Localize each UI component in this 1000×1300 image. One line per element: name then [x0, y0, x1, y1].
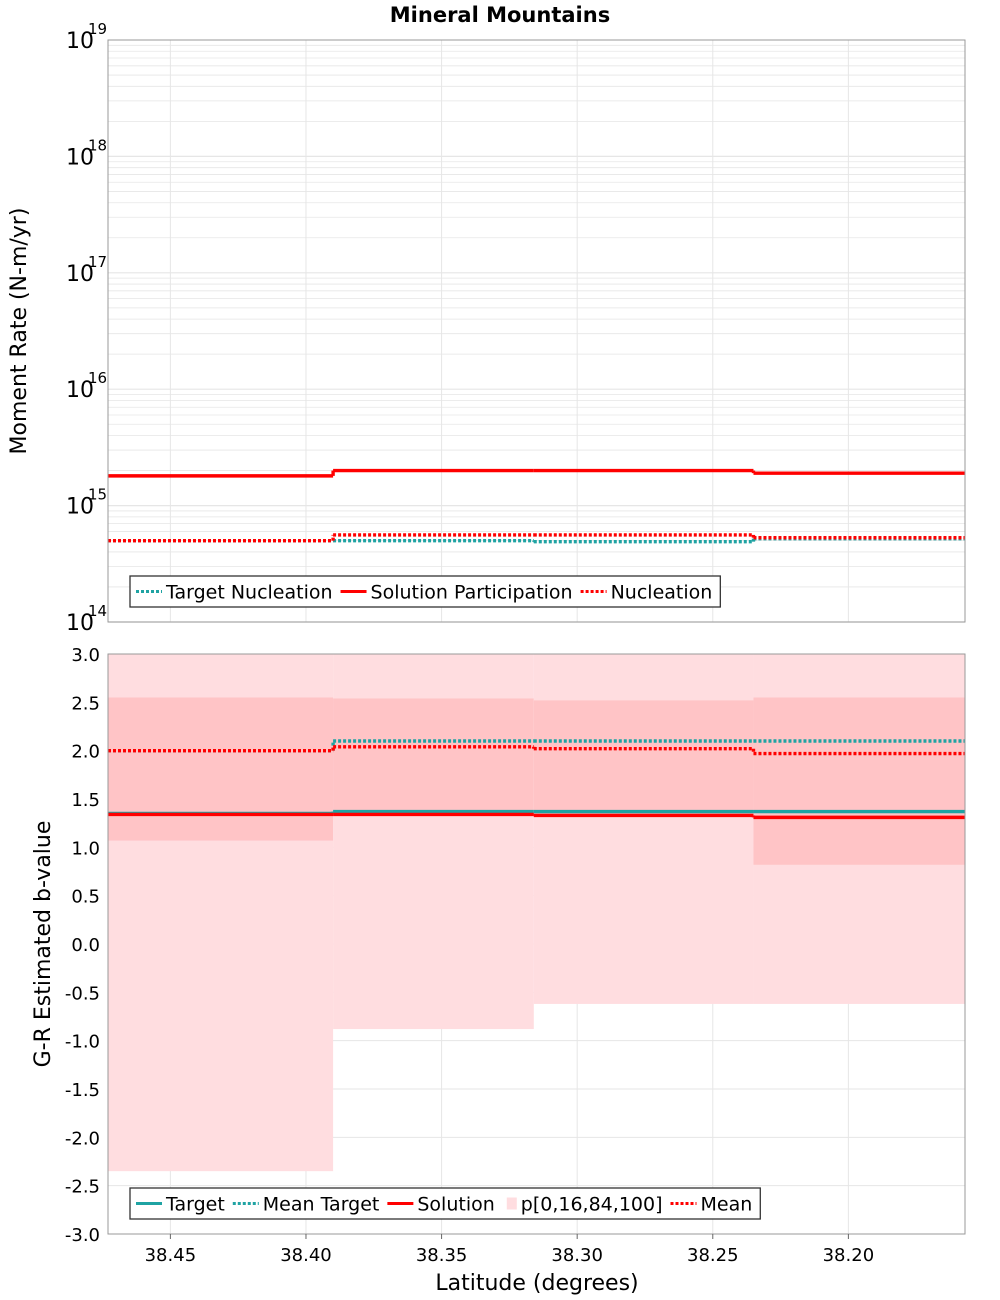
y-tick-label-base: 10: [66, 378, 94, 403]
y-tick-label: 2.0: [71, 742, 100, 763]
legend-item-label: p[0,16,84,100]: [521, 1194, 663, 1216]
y-tick-label: -0.5: [65, 983, 100, 1004]
x-tick-label: 38.30: [551, 1245, 603, 1266]
y-axis-label: G-R Estimated b-value: [31, 821, 56, 1068]
x-tick-label: 38.20: [823, 1245, 875, 1266]
y-tick-label-exponent: 19: [88, 20, 107, 38]
y-tick-label: 1.5: [71, 790, 100, 811]
band-inner: [108, 697, 334, 841]
x-tick-label: 38.35: [416, 1245, 468, 1266]
y-tick-label-exponent: 16: [88, 369, 107, 387]
legend-swatch-band: [506, 1197, 517, 1210]
y-tick-label-base: 10: [66, 145, 94, 170]
x-tick-label: 38.40: [280, 1245, 332, 1266]
x-tick-label: 38.45: [145, 1245, 197, 1266]
plot-frame: [107, 39, 966, 623]
y-tick-label: -1.5: [65, 1080, 100, 1101]
y-tick-label-exponent: 14: [88, 602, 107, 620]
x-axis-label: Latitude (degrees): [435, 1271, 638, 1296]
y-tick-label: 0.0: [71, 935, 100, 956]
legend-item-label: Nucleation: [611, 582, 713, 604]
y-tick-label: 0.5: [71, 887, 100, 908]
legend-box: [129, 1187, 761, 1220]
legend-item-label: Solution: [417, 1194, 494, 1216]
legend-item-label: Target: [165, 1194, 225, 1216]
y-tick-label: -2.0: [65, 1128, 100, 1149]
y-tick-label-exponent: 15: [88, 486, 107, 504]
y-tick-label: -1.0: [65, 1032, 100, 1053]
legend-item-label: Target Nucleation: [165, 582, 333, 604]
plot-area: [108, 40, 965, 622]
x-tick-label: 38.25: [687, 1245, 739, 1266]
legend-item-label: Mean: [701, 1194, 753, 1216]
y-axis-label: Moment Rate (N-m/yr): [7, 208, 32, 455]
b-value-panel: -3.0 -2.5 -2.0 -1.5 -1.0 -0.5 0.0 0.5 1.0 1.5 2.0 2…: [31, 645, 966, 1296]
band-inner: [333, 698, 534, 816]
y-tick-label: 2.5: [71, 693, 100, 714]
y-tick-label: -2.5: [65, 1177, 100, 1198]
y-tick-label: 3.0: [71, 645, 100, 666]
legend-item-label: Mean Target: [263, 1194, 380, 1216]
legend-box: [129, 575, 721, 608]
legend-item-label: Solution Participation: [371, 582, 573, 604]
y-tick-label-base: 10: [66, 495, 94, 520]
band-inner: [533, 700, 754, 816]
y-tick-label-exponent: 17: [88, 253, 107, 271]
plot-frame: [107, 653, 966, 1235]
y-tick-label-base: 10: [66, 29, 94, 54]
y-tick-label-exponent: 18: [88, 136, 107, 154]
y-tick-label-base: 10: [66, 262, 94, 287]
band-inner: [753, 697, 965, 865]
chart-title: Mineral Mountains: [390, 3, 610, 27]
y-tick-label: -3.0: [65, 1225, 100, 1246]
y-tick-label: 1.0: [71, 838, 100, 859]
y-tick-label-base: 10: [66, 611, 94, 636]
